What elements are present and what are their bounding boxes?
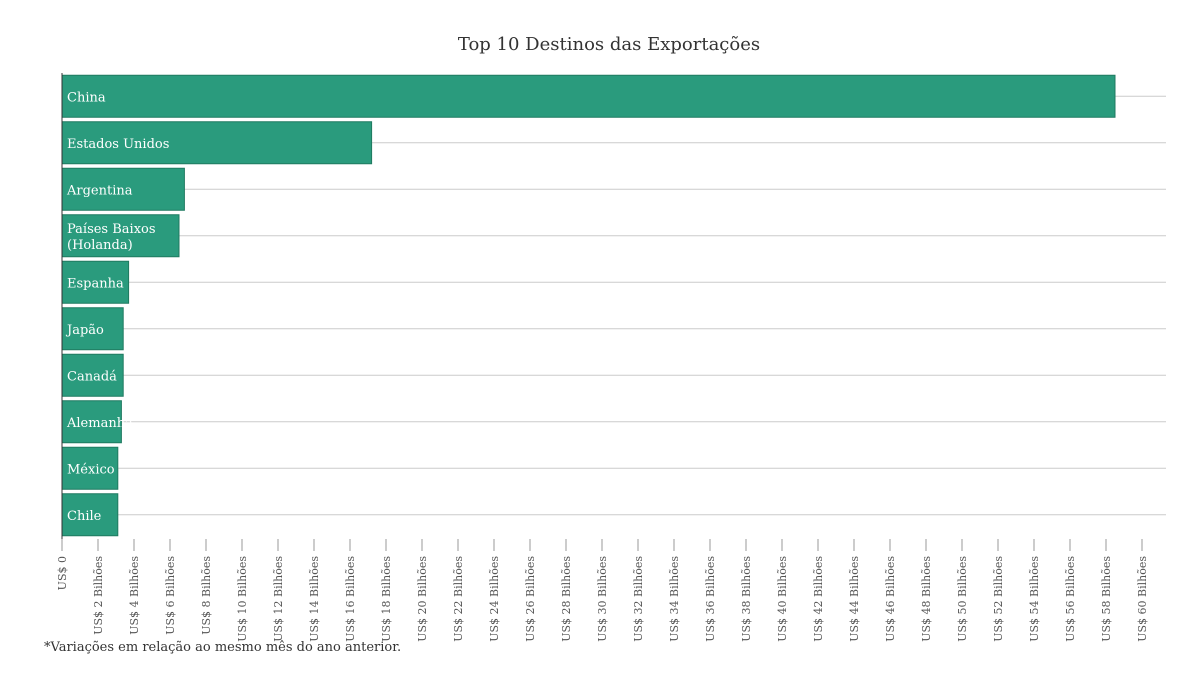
- x-tick-label: US$ 36 Bilhões: [704, 556, 717, 642]
- bar-label: Espanha: [67, 276, 124, 291]
- x-tick-label: US$ 58 Bilhões: [1100, 556, 1113, 642]
- x-tick-label: US$ 22 Bilhões: [452, 556, 465, 642]
- bar[interactable]: [61, 74, 1116, 118]
- x-tick-label: US$ 54 Bilhões: [1028, 556, 1041, 642]
- x-tick-label: US$ 50 Bilhões: [956, 556, 969, 642]
- x-tick-label: US$ 56 Bilhões: [1064, 556, 1077, 642]
- x-tick-label: US$ 8 Bilhões: [200, 556, 213, 635]
- bar[interactable]: [61, 493, 119, 537]
- x-tick-label: US$ 6 Bilhões: [164, 556, 177, 635]
- x-tick-label: US$ 10 Bilhões: [236, 556, 249, 642]
- bar-label: Canadá: [67, 369, 117, 384]
- x-axis: US$ 0 US$ 2 Bilhões US$ 4 Bilhões US$ 6 Bil…: [56, 73, 1149, 642]
- bar-label: China: [67, 90, 106, 105]
- x-tick-label: US$ 34 Bilhões: [668, 556, 681, 642]
- bar-label: México: [67, 462, 115, 477]
- bar-label: Alemanha: [66, 416, 133, 431]
- x-tick-label: US$ 16 Bilhões: [344, 556, 357, 642]
- bar-label: Estados Unidos: [67, 137, 169, 152]
- chart-title: Top 10 Destinos das Exportações: [458, 34, 760, 55]
- x-tick-label: US$ 20 Bilhões: [416, 556, 429, 642]
- x-tick-label: US$ 32 Bilhões: [632, 556, 645, 642]
- x-tick-label: US$ 48 Bilhões: [920, 556, 933, 642]
- x-tick-label: US$ 14 Bilhões: [308, 556, 321, 642]
- x-tick-label: US$ 24 Bilhões: [488, 556, 501, 642]
- x-tick-label: US$ 46 Bilhões: [884, 556, 897, 642]
- x-tick-label: US$ 4 Bilhões: [128, 556, 141, 635]
- footnote: *Variações em relação ao mesmo mês do an…: [44, 640, 402, 655]
- x-tick-label: US$ 0: [56, 556, 69, 590]
- x-tick-label: US$ 60 Bilhões: [1136, 556, 1149, 642]
- x-tick-label: US$ 44 Bilhões: [848, 556, 861, 642]
- x-tick-label: US$ 38 Bilhões: [740, 556, 753, 642]
- x-tick-label: US$ 18 Bilhões: [380, 556, 393, 642]
- bar[interactable]: [61, 400, 122, 444]
- x-tick-label: US$ 26 Bilhões: [524, 556, 537, 642]
- bar[interactable]: [61, 446, 119, 490]
- x-tick-label: US$ 42 Bilhões: [812, 556, 825, 642]
- bars: [61, 74, 1116, 537]
- x-tick-label: US$ 12 Bilhões: [272, 556, 285, 642]
- x-tick-label: US$ 28 Bilhões: [560, 556, 573, 642]
- bar-labels: China Estados Unidos Argentina Países Baixo…: [65, 90, 169, 524]
- bar[interactable]: [61, 121, 373, 165]
- bar-label: Argentina: [66, 183, 133, 198]
- bar-label: Chile: [67, 509, 102, 524]
- x-tick-label: US$ 52 Bilhões: [992, 556, 1005, 642]
- x-tick-label: US$ 30 Bilhões: [596, 556, 609, 642]
- bar-label: Japão: [65, 323, 104, 338]
- x-tick-label: US$ 40 Bilhões: [776, 556, 789, 642]
- bar-label: Países Baixos (Holanda): [67, 222, 156, 253]
- x-tick-label: US$ 2 Bilhões: [92, 556, 105, 635]
